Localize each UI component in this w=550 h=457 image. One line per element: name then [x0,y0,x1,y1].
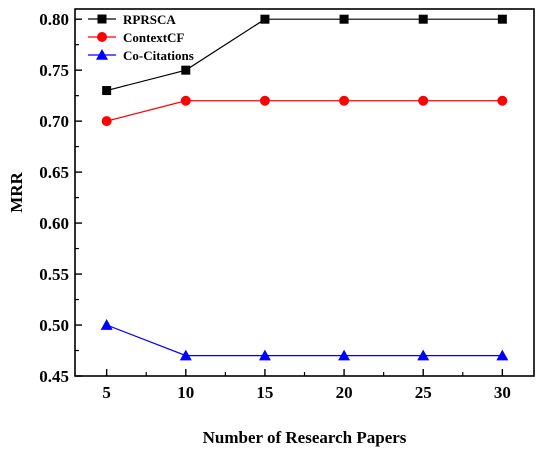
series-line-co-citations [106,324,503,357]
legend-item-rprsca: RPRSCA [88,12,176,27]
y-tick-label: 0.65 [39,163,69,182]
legend-item-contextcf: ContextCF [88,30,184,45]
data-point-contextcf [339,95,350,106]
series-contextcf [101,95,508,127]
x-tick-label: 30 [494,383,511,402]
data-point-co-citations [100,319,113,330]
data-point-rprsca [497,14,507,24]
y-tick-label: 0.60 [39,214,69,233]
legend-label-rprsca: RPRSCA [123,12,176,27]
data-point-rprsca [102,86,112,96]
x-tick-label: 15 [256,383,273,402]
legend-marker-co-citations [96,49,108,60]
data-point-contextcf [418,95,429,106]
plot-border [74,8,535,377]
legend-item-co-citations: Co-Citations [88,48,194,63]
data-point-co-citations [258,349,271,361]
data-point-contextcf [101,116,112,127]
data-point-contextcf [259,95,270,106]
series-line-rprsca [106,18,503,92]
legend-label-contextcf: ContextCF [123,30,184,45]
legend-marker-contextcf [97,32,107,42]
legend-marker-rprsca [97,14,107,24]
x-axis-title: Number of Research Papers [203,428,407,447]
series-line-contextcf [106,100,503,122]
series-co-citations [100,319,509,361]
y-tick-label: 0.70 [39,112,69,131]
plot-area [74,8,535,377]
legend: RPRSCA ContextCF Co-Citations [88,12,194,63]
x-tick-label: 25 [415,383,432,402]
x-tick-label: 5 [102,383,111,402]
data-point-contextcf [497,95,508,106]
y-tick-label: 0.55 [39,265,69,284]
x-tick-label: 20 [336,383,353,402]
y-axis-title: MRR [7,171,26,212]
y-tick-label: 0.75 [39,61,69,80]
data-point-rprsca [418,14,428,24]
data-point-co-citations [179,349,192,361]
data-point-rprsca [339,14,349,24]
legend-label-co-citations: Co-Citations [123,48,194,63]
series-rprsca [102,14,507,96]
series-layer [100,14,509,361]
y-tick-label: 0.45 [39,367,69,386]
y-tick-label: 0.80 [39,10,69,29]
data-point-rprsca [260,14,270,24]
data-point-rprsca [181,65,191,75]
data-point-co-citations [496,349,509,361]
data-point-contextcf [180,95,191,106]
data-point-co-citations [417,349,430,361]
data-point-co-citations [338,349,351,361]
y-tick-label: 0.50 [39,316,69,335]
x-axis: 5 10 15 20 25 30 [102,369,511,402]
x-tick-label: 10 [177,383,194,402]
y-axis: 0.45 0.50 0.55 0.60 0.65 0.70 0.75 0.80 [39,10,82,386]
